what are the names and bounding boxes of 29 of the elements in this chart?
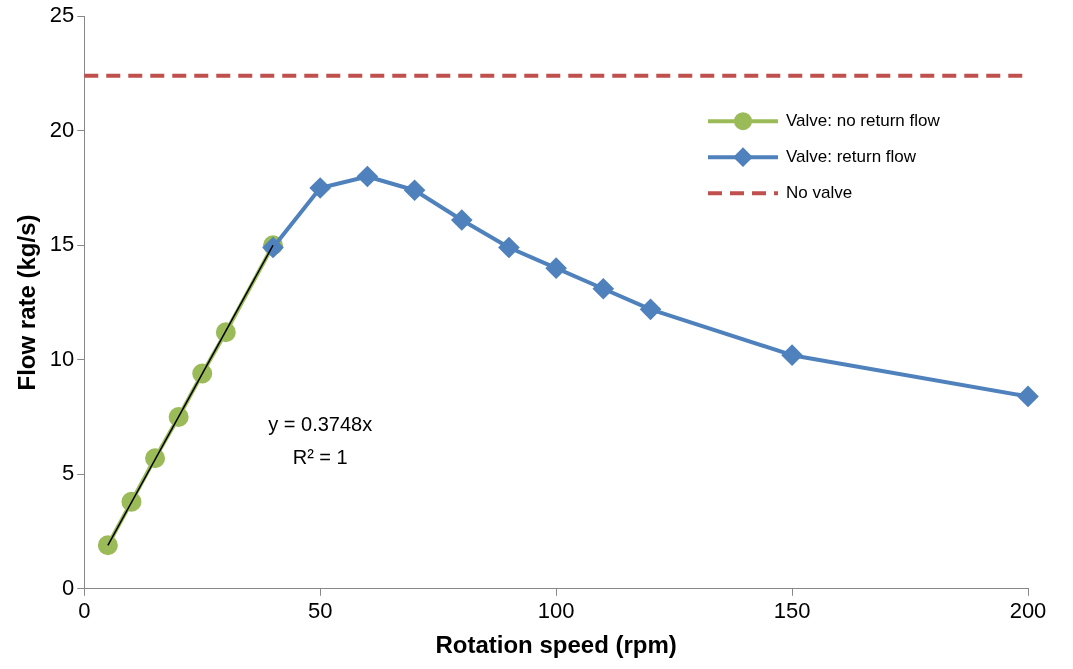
y-tick-label: 0 xyxy=(62,574,75,600)
x-axis-title: Rotation speed (rpm) xyxy=(435,631,677,659)
point xyxy=(640,299,661,320)
y-axis-title: Flow rate (kg/s) xyxy=(13,214,41,391)
x-tick-label: 200 xyxy=(1009,598,1047,624)
point xyxy=(1018,386,1038,407)
point xyxy=(404,180,425,201)
x-tick-label: 50 xyxy=(307,598,333,624)
x-tick-label: 150 xyxy=(773,598,811,624)
point xyxy=(310,177,331,198)
point xyxy=(546,258,567,279)
y-tick-label: 20 xyxy=(49,116,75,142)
legend-label: Valve: return flow xyxy=(786,146,917,166)
point xyxy=(593,278,614,299)
x-tick-label: 0 xyxy=(78,598,91,624)
annotation: R² = 1 xyxy=(292,446,348,469)
y-tick-label: 25 xyxy=(49,2,75,28)
legend-label: Valve: no return flow xyxy=(786,110,941,130)
y-tick-label: 10 xyxy=(49,345,75,371)
y-tick-label: 15 xyxy=(49,231,75,257)
point xyxy=(498,237,519,258)
point xyxy=(782,345,803,366)
annotation: y = 0.3748x xyxy=(268,413,373,436)
x-tick-label: 100 xyxy=(537,598,575,624)
point xyxy=(97,535,118,556)
point xyxy=(451,210,472,231)
legend-label: No valve xyxy=(786,182,853,202)
point xyxy=(357,166,378,187)
y-tick-label: 5 xyxy=(62,460,75,486)
